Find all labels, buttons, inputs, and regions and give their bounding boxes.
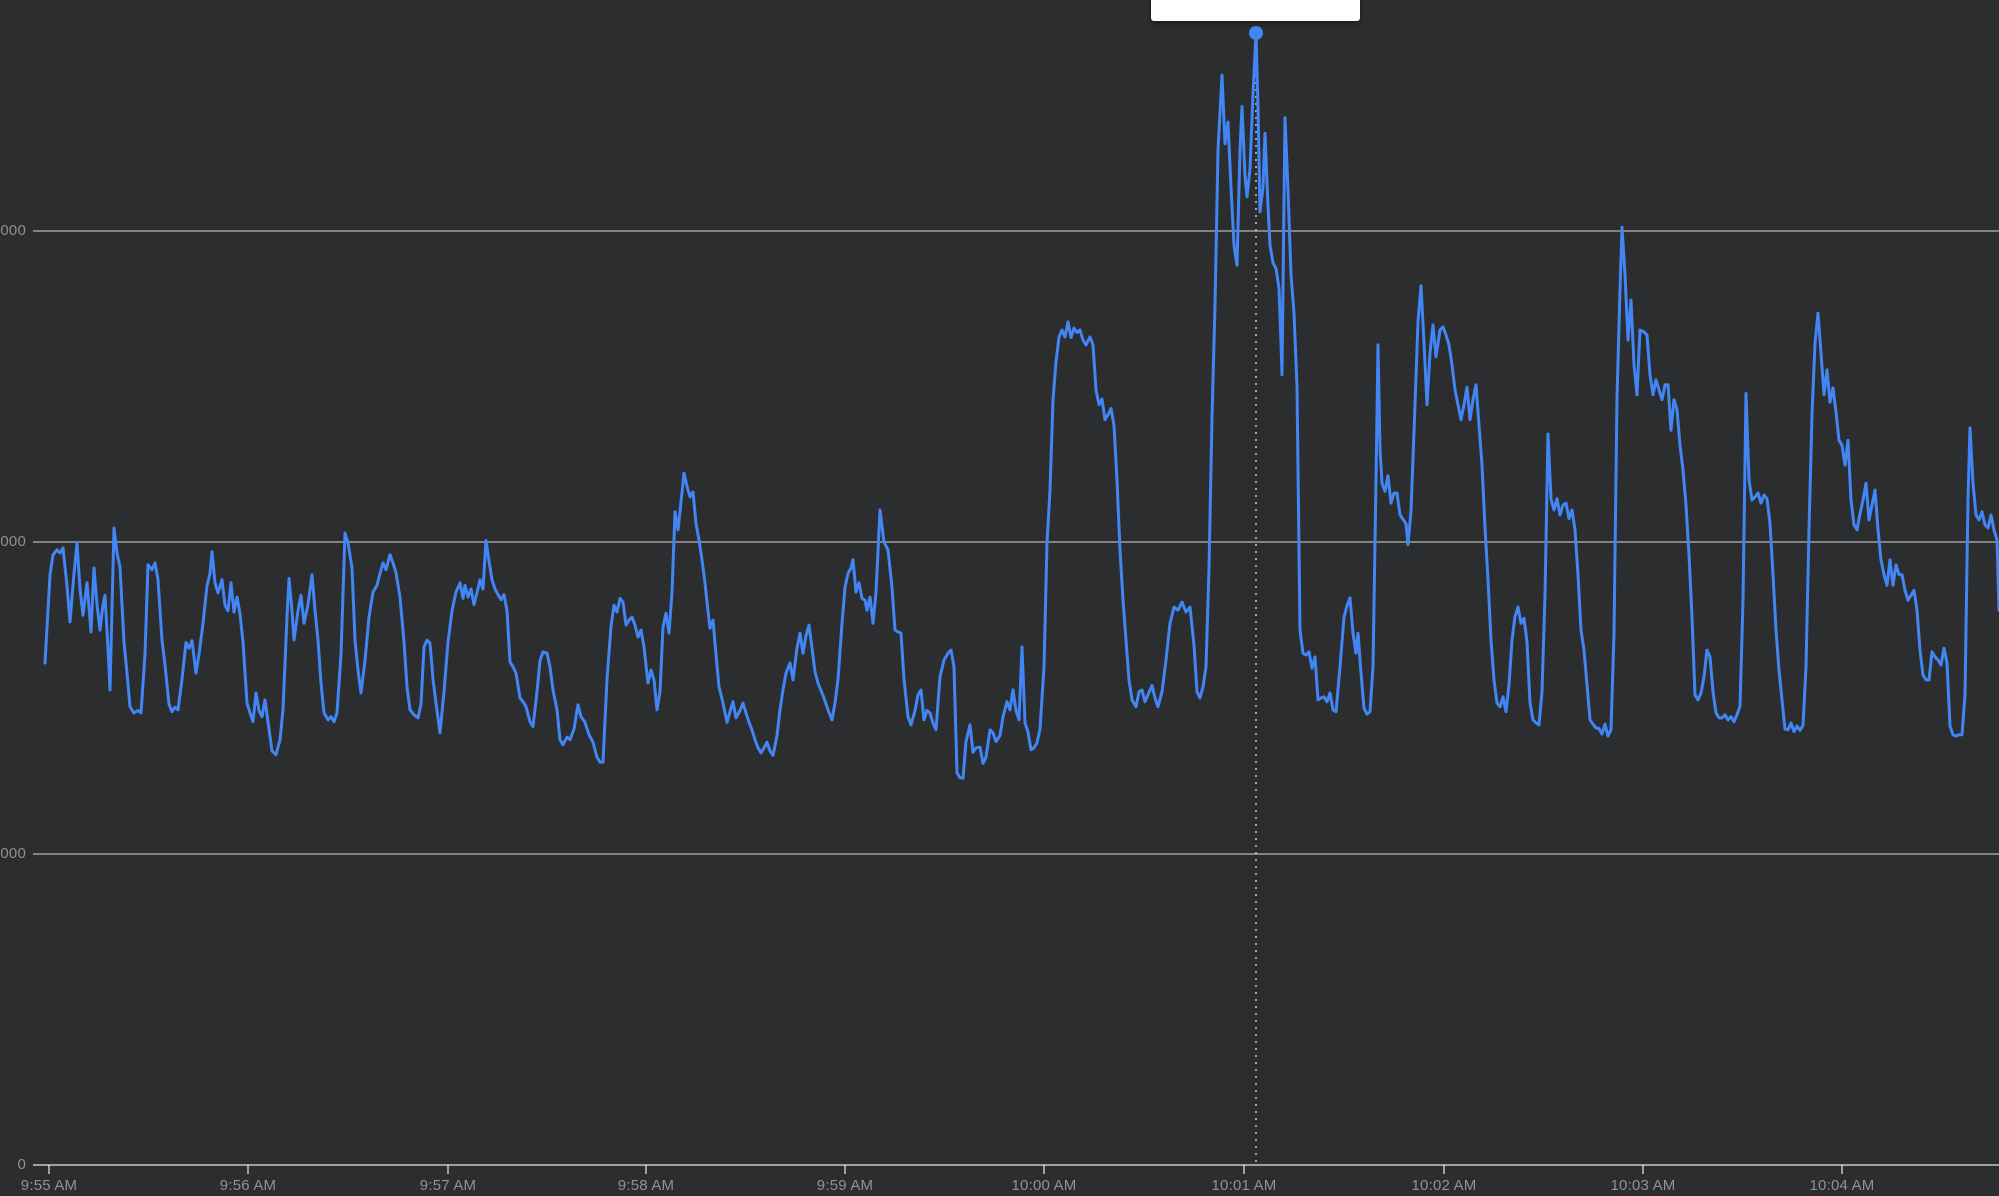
- x-tick-label: 10:01 AM: [1211, 1177, 1277, 1194]
- hover-tooltip: [1151, 0, 1360, 21]
- x-tick-label: 9:55 AM: [20, 1177, 78, 1194]
- line-series: [43, 31, 1999, 780]
- x-tick-label: 10:04 AM: [1809, 1177, 1875, 1194]
- y-tick-label: 000: [0, 533, 26, 550]
- x-tick-label: 10:02 AM: [1411, 1177, 1477, 1194]
- x-tick-label: 9:56 AM: [219, 1177, 277, 1194]
- y-tick-label: 0: [17, 1156, 26, 1173]
- x-tick-label: 10:00 AM: [1011, 1177, 1077, 1194]
- y-tick-label: 000: [0, 845, 26, 862]
- x-tick-label: 9:58 AM: [617, 1177, 675, 1194]
- hover-marker-dot: [1249, 26, 1263, 40]
- x-tick-label: 9:59 AM: [816, 1177, 874, 1194]
- x-tick-label: 10:03 AM: [1610, 1177, 1676, 1194]
- x-tick-label: 9:57 AM: [419, 1177, 477, 1194]
- y-tick-label: 000: [0, 222, 26, 239]
